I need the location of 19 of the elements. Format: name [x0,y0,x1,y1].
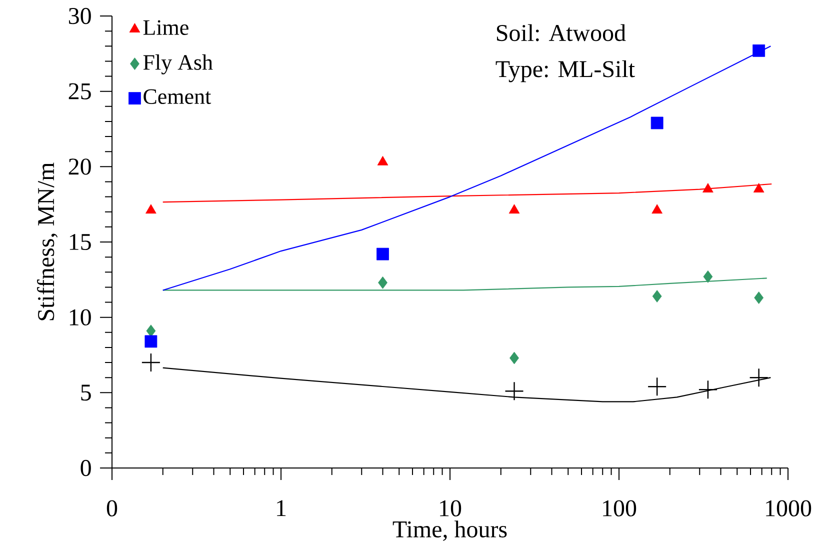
y-tick-label: 10 [70,309,91,326]
x-tick-label: 1 [277,500,286,516]
y-tick-label: 0 [80,460,91,476]
x-tick-label: 1000 [766,500,812,516]
y-tick-label: 5 [81,384,91,401]
x-tick-label: 10 [440,500,462,516]
x-axis-title: Time, hours [392,520,507,541]
y-tick-label: 30 [68,8,91,24]
annotation: Type: ML-Silt [496,60,635,82]
y-tick-label: 15 [70,234,91,250]
y-tick-label: 20 [68,158,91,175]
legend-label: Fly Ash [143,54,213,74]
y-axis-title: Stiffness, MN/m [37,162,58,320]
annotation: Soil: Atwood [496,24,626,42]
y-tick-label: 25 [68,83,91,100]
legend-label: Lime [143,20,188,35]
x-tick-label: 0 [106,500,118,516]
x-tick-label: 100 [603,500,636,516]
legend-label: Cement [144,89,212,104]
